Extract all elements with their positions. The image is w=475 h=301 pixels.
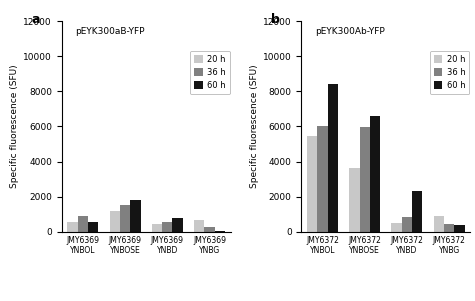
Bar <box>215 231 225 232</box>
Bar <box>307 136 317 232</box>
Bar <box>130 200 141 232</box>
Bar <box>194 220 204 232</box>
Legend: 20 h, 36 h, 60 h: 20 h, 36 h, 60 h <box>190 51 230 94</box>
Bar <box>172 218 183 232</box>
Bar <box>454 225 465 232</box>
Text: b: b <box>271 13 280 26</box>
Text: pEYK300aB-YFP: pEYK300aB-YFP <box>75 27 145 36</box>
Bar <box>370 116 380 232</box>
Bar <box>434 216 444 232</box>
Bar <box>360 127 370 232</box>
Y-axis label: Specific fluorescence (SFU): Specific fluorescence (SFU) <box>10 65 19 188</box>
Bar <box>162 222 172 232</box>
Text: a: a <box>31 13 40 26</box>
Bar <box>78 216 88 232</box>
Bar <box>110 211 120 232</box>
Bar <box>444 225 454 232</box>
Bar <box>67 222 78 232</box>
Text: pEYK300Ab-YFP: pEYK300Ab-YFP <box>315 27 385 36</box>
Bar <box>402 217 412 232</box>
Bar <box>120 205 130 232</box>
Bar <box>328 84 338 232</box>
Bar <box>204 227 215 232</box>
Y-axis label: Specific fluorescence (SFU): Specific fluorescence (SFU) <box>250 65 259 188</box>
Bar <box>391 223 402 232</box>
Bar <box>349 168 360 232</box>
Bar <box>152 225 162 232</box>
Bar <box>412 191 422 232</box>
Bar <box>88 222 98 232</box>
Bar <box>317 126 328 232</box>
Legend: 20 h, 36 h, 60 h: 20 h, 36 h, 60 h <box>430 51 469 94</box>
